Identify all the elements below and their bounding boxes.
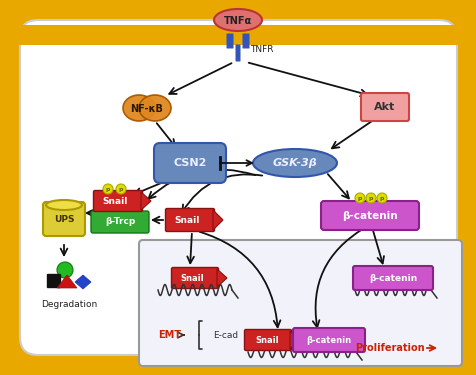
- Circle shape: [354, 193, 364, 203]
- Text: β-catenin: β-catenin: [306, 336, 351, 345]
- Text: Proliferation: Proliferation: [355, 343, 424, 353]
- Ellipse shape: [139, 95, 170, 121]
- Ellipse shape: [123, 95, 155, 121]
- Circle shape: [57, 262, 73, 278]
- FancyBboxPatch shape: [242, 33, 249, 48]
- FancyBboxPatch shape: [19, 25, 457, 45]
- Polygon shape: [213, 210, 223, 230]
- Text: UPS: UPS: [54, 216, 74, 225]
- FancyBboxPatch shape: [352, 266, 432, 290]
- Text: E-cad: E-cad: [213, 330, 238, 339]
- Text: EMT: EMT: [158, 330, 181, 340]
- Text: Akt: Akt: [374, 102, 395, 112]
- Ellipse shape: [214, 9, 261, 31]
- FancyBboxPatch shape: [360, 93, 408, 121]
- Text: NF-κB: NF-κB: [130, 104, 163, 114]
- FancyBboxPatch shape: [244, 330, 291, 351]
- Text: Snail: Snail: [174, 216, 199, 225]
- FancyBboxPatch shape: [139, 240, 461, 366]
- Polygon shape: [57, 275, 77, 288]
- Ellipse shape: [46, 200, 82, 210]
- FancyBboxPatch shape: [165, 209, 214, 231]
- Polygon shape: [289, 331, 298, 349]
- Text: p: p: [379, 196, 383, 201]
- FancyBboxPatch shape: [43, 202, 85, 236]
- Text: CSN2: CSN2: [173, 159, 206, 168]
- Text: p: p: [368, 196, 372, 201]
- FancyBboxPatch shape: [292, 328, 364, 352]
- Text: p: p: [106, 187, 110, 192]
- Text: Snail: Snail: [180, 274, 203, 283]
- Circle shape: [365, 193, 375, 203]
- Text: β-catenin: β-catenin: [368, 274, 416, 283]
- FancyBboxPatch shape: [20, 20, 456, 355]
- Text: TNFα: TNFα: [223, 15, 252, 26]
- Text: β-catenin: β-catenin: [341, 211, 397, 221]
- Text: p: p: [119, 187, 123, 192]
- FancyBboxPatch shape: [91, 211, 149, 233]
- Text: TNFR: TNFR: [249, 45, 273, 54]
- Text: Degradation: Degradation: [41, 300, 97, 309]
- Text: p: p: [357, 196, 361, 201]
- Bar: [47, 274, 60, 287]
- Text: GSK-3β: GSK-3β: [272, 159, 317, 168]
- Text: Snail: Snail: [102, 197, 128, 206]
- FancyBboxPatch shape: [320, 201, 418, 230]
- Circle shape: [376, 193, 386, 203]
- Ellipse shape: [252, 149, 336, 177]
- FancyBboxPatch shape: [171, 267, 218, 288]
- Polygon shape: [75, 275, 91, 289]
- FancyBboxPatch shape: [154, 143, 226, 183]
- FancyBboxPatch shape: [4, 4, 472, 371]
- FancyBboxPatch shape: [235, 45, 240, 62]
- Polygon shape: [217, 269, 227, 287]
- FancyBboxPatch shape: [226, 33, 233, 48]
- Text: β-Trcp: β-Trcp: [105, 217, 135, 226]
- Circle shape: [116, 184, 126, 194]
- FancyBboxPatch shape: [93, 190, 142, 211]
- Polygon shape: [141, 192, 151, 210]
- Circle shape: [103, 184, 113, 194]
- Text: Snail: Snail: [255, 336, 278, 345]
